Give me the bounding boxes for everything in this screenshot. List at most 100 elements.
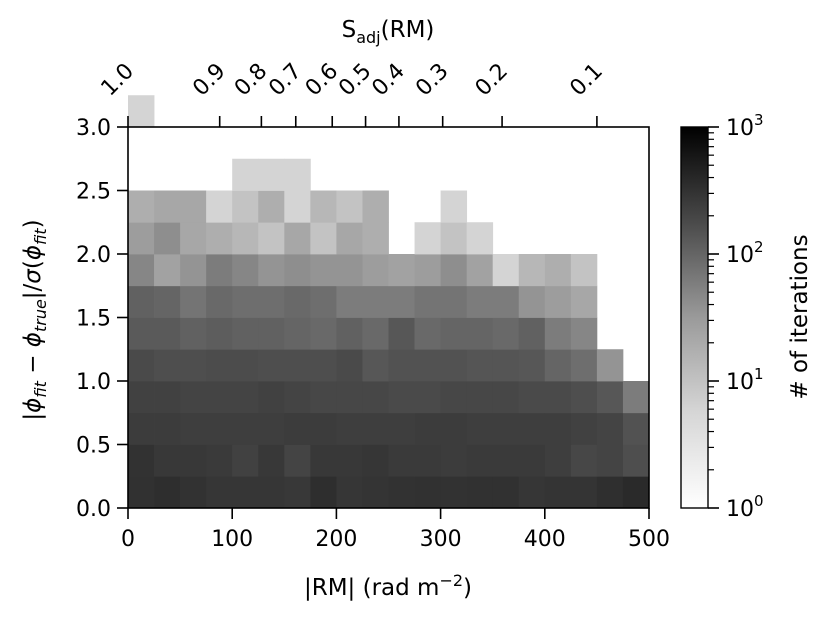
heatmap-cell xyxy=(258,254,285,287)
heatmap-cell xyxy=(232,285,259,318)
heatmap-cell xyxy=(284,254,311,287)
colorbar xyxy=(680,126,709,509)
top-axis-title: Sadj(RM) xyxy=(342,17,435,47)
heatmap-cell xyxy=(362,190,389,223)
heatmap-cell xyxy=(518,476,546,509)
heatmap-cell xyxy=(310,317,337,350)
heatmap-cell xyxy=(310,381,337,414)
heatmap-cell xyxy=(388,254,415,287)
y-axis-title: |ϕfit − ϕtrue|/σ(ϕfit) xyxy=(20,219,50,420)
heatmap-cell xyxy=(128,254,155,287)
heatmap-cell xyxy=(258,190,285,223)
heatmap-cell xyxy=(622,476,650,509)
heatmap-cell xyxy=(336,444,363,477)
top-tick-label: 0.4 xyxy=(367,59,409,101)
heatmap-cell xyxy=(362,222,389,255)
heatmap-cell xyxy=(336,190,363,223)
heatmap-cell xyxy=(466,285,494,318)
heatmap-cell xyxy=(258,222,285,255)
heatmap-cell xyxy=(544,285,572,318)
heatmap-cell xyxy=(180,285,207,318)
heatmap-cell xyxy=(310,412,337,445)
heatmap-cell xyxy=(440,412,468,445)
heatmap-cell xyxy=(466,476,494,509)
x-tick-label: 0 xyxy=(121,527,135,552)
heatmap-cell xyxy=(232,349,259,382)
heatmap-cell xyxy=(180,412,207,445)
heatmap-cell xyxy=(466,412,494,445)
heatmap-cell xyxy=(518,412,546,445)
heatmap-cell xyxy=(206,476,233,509)
x-tick-label: 400 xyxy=(524,527,566,552)
heatmap-cell xyxy=(284,444,311,477)
heatmap-cell xyxy=(388,317,415,350)
heatmap-cell xyxy=(466,381,494,414)
heatmap-cell xyxy=(414,412,441,445)
heatmap-cell xyxy=(128,381,155,414)
x-tick-label: 100 xyxy=(211,527,253,552)
heatmap-cell xyxy=(492,349,520,382)
top-tick-label: 0.2 xyxy=(471,59,513,101)
heatmap-cell xyxy=(258,444,285,477)
heatmap-cell xyxy=(154,317,181,350)
heatmap-cell xyxy=(570,285,598,318)
x-tick-label: 200 xyxy=(315,527,357,552)
x-tick-label: 500 xyxy=(628,527,670,552)
heatmap-cell xyxy=(206,444,233,477)
heatmap-cell xyxy=(284,222,311,255)
colorbar-tick-label: 101 xyxy=(726,365,764,395)
heatmap-cell xyxy=(154,254,181,287)
heatmap-cell xyxy=(206,317,233,350)
colorbar-axis: 100 101 102 103 xyxy=(708,111,764,522)
top-tick-label: 0.3 xyxy=(411,59,453,101)
heatmap-cell xyxy=(284,317,311,350)
heatmap-cell xyxy=(492,476,520,509)
y-axis: 0.0 0.5 1.0 1.5 2.0 2.5 3.0 xyxy=(76,116,128,522)
heatmap-cell xyxy=(206,381,233,414)
heatmap-cell xyxy=(232,412,259,445)
heatmap-cell xyxy=(180,222,207,255)
heatmap-cell xyxy=(570,317,598,350)
heatmap-cell xyxy=(336,349,363,382)
heatmap-cell xyxy=(232,254,259,287)
heatmap-cell xyxy=(128,412,155,445)
y-tick-label: 0.5 xyxy=(76,434,111,459)
y-tick-label: 1.0 xyxy=(76,370,111,395)
heatmap-cell xyxy=(544,254,572,287)
heatmap-cell xyxy=(518,317,546,350)
heatmap-cell xyxy=(154,412,181,445)
heatmap-cell xyxy=(414,285,441,318)
heatmap-cell xyxy=(466,222,494,255)
top-x-axis: 1.0 0.9 0.80.70.60.50.4 0.3 0.2 0.1 xyxy=(97,59,608,127)
heatmap-cell xyxy=(154,222,181,255)
top-tick-label: 0.9 xyxy=(188,59,230,101)
heatmap-cell xyxy=(336,412,363,445)
heatmap-cell xyxy=(622,381,650,414)
heatmap-cell xyxy=(570,349,598,382)
heatmap-cell xyxy=(596,349,624,382)
heatmap-cell xyxy=(206,285,233,318)
heatmap-cell xyxy=(596,444,624,477)
heatmap-cell xyxy=(466,444,494,477)
heatmap-cell xyxy=(232,317,259,350)
heatmap-cell xyxy=(336,254,363,287)
heatmap-cell xyxy=(388,476,415,509)
heatmap-cell xyxy=(128,285,155,318)
heatmap-cell xyxy=(440,444,468,477)
heatmap-cell xyxy=(232,158,259,191)
heatmap-cell xyxy=(154,444,181,477)
heatmap-cell xyxy=(596,381,624,414)
heatmap-cell xyxy=(128,476,155,509)
heatmap-cell xyxy=(492,285,520,318)
heatmap-cell xyxy=(492,444,520,477)
heatmap-cell xyxy=(518,444,546,477)
heatmap-cell xyxy=(180,254,207,287)
heatmap-cell xyxy=(232,222,259,255)
heatmap-cell xyxy=(414,476,441,509)
heatmap-cell xyxy=(570,412,598,445)
heatmap-cell xyxy=(518,254,546,287)
heatmap-cell xyxy=(284,381,311,414)
heatmap-cell xyxy=(388,349,415,382)
heatmap-cell xyxy=(258,158,285,191)
heatmap-cell xyxy=(440,381,468,414)
